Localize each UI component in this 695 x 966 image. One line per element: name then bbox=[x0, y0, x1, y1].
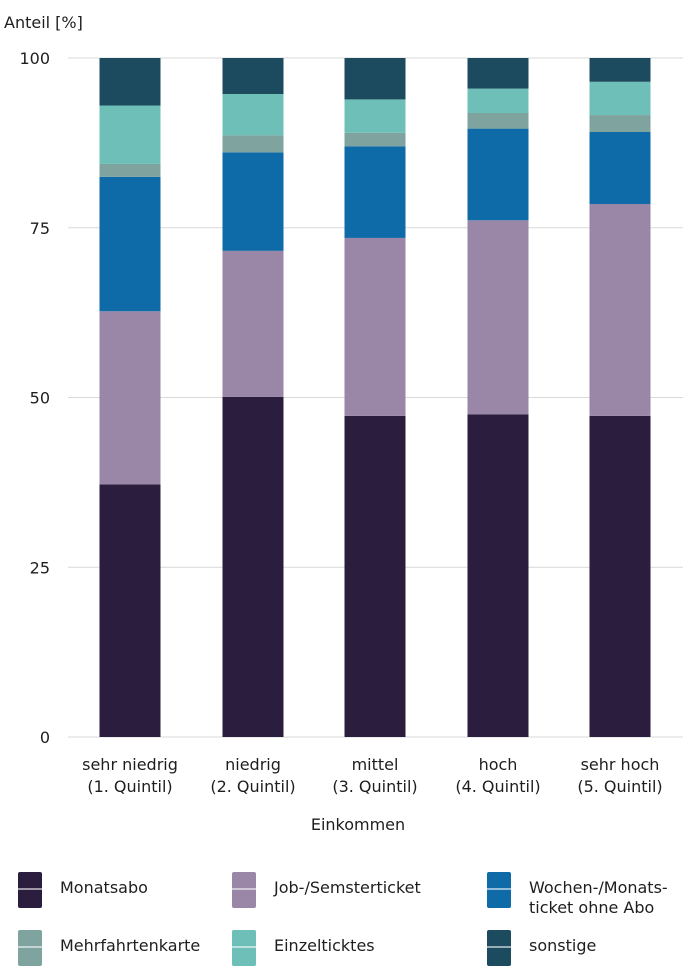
bar-segment bbox=[344, 132, 406, 147]
legend-label: sonstige bbox=[529, 936, 597, 955]
x-tick-label: mittel (3. Quintil) bbox=[332, 755, 417, 796]
bar-segment bbox=[467, 128, 529, 221]
bar-segment bbox=[99, 163, 161, 177]
bar-segment bbox=[222, 250, 284, 397]
bars bbox=[99, 58, 651, 737]
y-axis-label: Anteil [%] bbox=[4, 13, 83, 32]
y-tick-label: 25 bbox=[30, 558, 50, 577]
legend-label: Monatsabo bbox=[60, 878, 148, 897]
legend-label: Einzelticktes bbox=[274, 936, 375, 955]
y-tick-label: 50 bbox=[30, 389, 50, 408]
bar-segment bbox=[467, 88, 529, 113]
bar-segment bbox=[222, 93, 284, 136]
bar-segment bbox=[467, 414, 529, 737]
bar-segment bbox=[222, 135, 284, 153]
y-tick-label: 100 bbox=[19, 49, 50, 68]
bar-segment bbox=[589, 81, 651, 116]
bar-segment bbox=[589, 203, 651, 416]
bar-segment bbox=[344, 58, 406, 100]
y-tick-label: 0 bbox=[40, 728, 50, 747]
bar-segment bbox=[467, 220, 529, 415]
bar-segment bbox=[344, 146, 406, 238]
bar-segment bbox=[589, 415, 651, 737]
x-tick-label: sehr niedrig (1. Quintil) bbox=[82, 755, 178, 796]
bar-segment bbox=[589, 132, 651, 204]
bar-segment bbox=[99, 484, 161, 737]
bar-segment bbox=[99, 311, 161, 485]
bar-segment bbox=[467, 112, 529, 129]
x-tick-label: niedrig (2. Quintil) bbox=[210, 755, 295, 796]
bar-segment bbox=[344, 237, 406, 416]
legend-swatch bbox=[18, 872, 42, 908]
bar-segment bbox=[344, 99, 406, 133]
legend-item: Job-/Semsterticket bbox=[232, 872, 421, 908]
legend-item: Einzelticktes bbox=[232, 930, 375, 966]
bar-segment bbox=[99, 58, 161, 106]
legend-item: Wochen-/Monats- ticket ohne Abo bbox=[487, 872, 668, 918]
x-tick-label: sehr hoch (5. Quintil) bbox=[577, 755, 662, 796]
bar-segment bbox=[589, 115, 651, 133]
legend-item: sonstige bbox=[487, 930, 596, 966]
legend-swatch bbox=[487, 872, 511, 908]
legend-item: Mehrfahrtenkarte bbox=[18, 930, 200, 966]
x-tick-label: hoch (4. Quintil) bbox=[455, 755, 540, 796]
legend-label: Wochen-/Monats- ticket ohne Abo bbox=[529, 878, 668, 917]
bar-segment bbox=[222, 58, 284, 94]
bar-segment bbox=[99, 105, 161, 164]
legend-swatch bbox=[487, 930, 511, 966]
stacked-bar-chart: Anteil [%] Einkommen 0 25 50 75 100 sehr nie… bbox=[4, 13, 683, 834]
legend-swatch bbox=[232, 872, 256, 908]
bar-segment bbox=[99, 176, 161, 312]
bar-segment bbox=[589, 58, 651, 82]
bar-segment bbox=[222, 152, 284, 251]
bar-segment bbox=[344, 415, 406, 737]
legend-swatch bbox=[18, 930, 42, 966]
y-tick-label: 75 bbox=[30, 219, 50, 238]
x-tick-labels: sehr niedrig (1. Quintil) niedrig (2. Quint… bbox=[82, 755, 663, 796]
x-axis-label: Einkommen bbox=[311, 815, 405, 834]
legend-item: Monatsabo bbox=[18, 872, 148, 908]
y-tick-labels: 0 25 50 75 100 bbox=[19, 49, 50, 747]
legend: Monatsabo Job-/Semsterticket Wochen-/Monat… bbox=[0, 860, 695, 966]
bar-segment bbox=[467, 58, 529, 89]
legend-label: Job-/Semsterticket bbox=[274, 878, 421, 897]
legend-label: Mehrfahrtenkarte bbox=[60, 936, 201, 955]
legend-swatch bbox=[232, 930, 256, 966]
bar-segment bbox=[222, 396, 284, 737]
